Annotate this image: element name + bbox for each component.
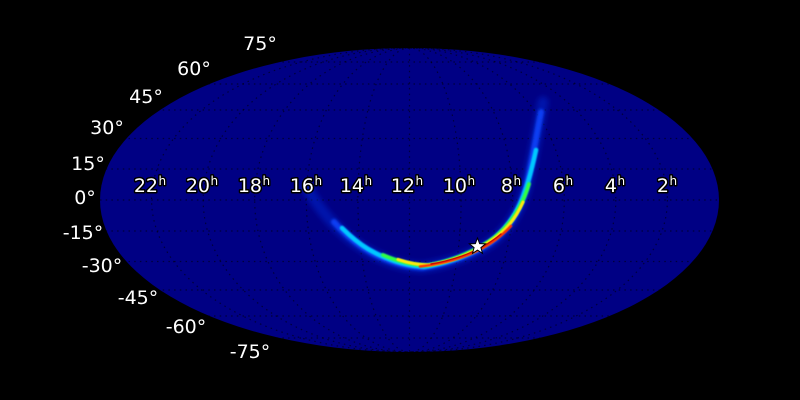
ra-tick-label-16h: 16h (290, 174, 322, 197)
dec-tick-label-75: 75° (243, 33, 277, 55)
ra-tick-label-10h: 10h (443, 174, 475, 197)
dec-axis: 75° 60° 45° 30° 15° 0° -15° -30° -45° -6… (61, 32, 278, 365)
arc-core-layer (430, 233, 502, 265)
ra-tick-label-22h: 22h (134, 174, 166, 197)
dec-tick-label-60: 60° (177, 58, 211, 80)
ra-tick-label-2h: 2h (657, 174, 677, 197)
ra-tick-label-14h: 14h (340, 174, 372, 197)
dec-tick-label-30: 30° (90, 117, 124, 139)
sky-ellipse (100, 48, 719, 352)
dec-tick-label-m45: -45° (118, 287, 159, 309)
ra-tick-label-8h: 8h (501, 174, 521, 197)
ra-axis: 22h 20h 18h 16h 14h 12h 10h 8h 6h 4h 2h (132, 173, 678, 199)
dec-tick-label-45: 45° (129, 86, 163, 108)
ra-tick-label-6h: 6h (553, 174, 573, 197)
ra-tick-label-4h: 4h (605, 174, 625, 197)
ra-tick-label-18h: 18h (238, 174, 270, 197)
dec-tick-label-15: 15° (71, 153, 105, 175)
dec-tick-label-m60: -60° (166, 316, 207, 338)
localization-arc (300, 96, 549, 274)
arc-red-layer (418, 224, 513, 268)
star-marker-icon (468, 236, 487, 255)
ra-tick-label-20h: 20h (186, 174, 218, 197)
dec-tick-label-m15: -15° (63, 222, 104, 244)
dec-tick-label-m30: -30° (82, 255, 123, 277)
dec-tick-label-m75: -75° (230, 341, 271, 363)
dec-tick-label-0: 0° (74, 187, 96, 209)
ra-tick-label-12h: 12h (391, 174, 423, 197)
